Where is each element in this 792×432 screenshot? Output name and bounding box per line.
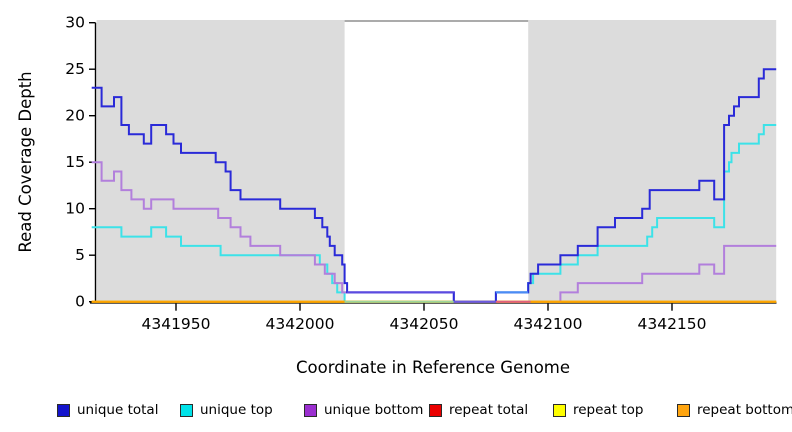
legend-item-unique-top: unique top (180, 402, 273, 418)
y-tick-label: 30 (65, 14, 85, 32)
legend-label: repeat total (449, 402, 529, 418)
y-tick-label: 25 (65, 60, 85, 78)
x-tick-label: 4341950 (141, 315, 210, 333)
legend-item-unique-total: unique total (57, 402, 158, 418)
legend-swatch-unique-total (57, 403, 70, 417)
y-tick-label: 5 (75, 246, 85, 264)
y-axis-title: Read Coverage Depth (16, 71, 35, 252)
y-tick-label: 0 (75, 293, 85, 311)
legend-label: unique bottom (324, 402, 424, 418)
x-tick-label: 4342100 (513, 315, 582, 333)
y-tick-label: 15 (65, 153, 85, 171)
legend-swatch-repeat-total (429, 403, 442, 417)
x-tick-label: 4342150 (637, 315, 706, 333)
legend-label: repeat bottom (697, 402, 792, 418)
x-tick-label: 4342050 (389, 315, 458, 333)
legend-swatch-repeat-top (553, 403, 566, 417)
legend-item-unique-bottom: unique bottom (304, 402, 423, 418)
legend-item-repeat-top: repeat top (553, 402, 643, 418)
shaded-region (528, 20, 777, 304)
y-tick-label: 10 (65, 200, 85, 218)
legend-label: unique total (77, 402, 159, 418)
legend-item-repeat-total: repeat total (429, 402, 528, 418)
legend-label: repeat top (573, 402, 644, 418)
legend-item-repeat-bottom: repeat bottom (677, 402, 792, 418)
y-tick-label: 20 (65, 107, 85, 125)
chart-legend: unique total unique top unique bottom re… (0, 399, 792, 425)
overlap-color-segments (344, 291, 531, 303)
legend-swatch-unique-bottom (304, 403, 317, 417)
series-line-unique-bottom (91, 161, 777, 303)
x-tick-label: 4342000 (265, 315, 334, 333)
legend-swatch-unique-top (180, 403, 193, 417)
coverage-chart: 0 5 10 15 20 25 30 4341950 4342000 4342050 4342100… (16, 14, 777, 377)
series-line-unique-top (91, 124, 777, 303)
shaded-regions (96, 20, 777, 304)
legend-swatch-repeat-bottom (677, 403, 690, 417)
legend-label: unique top (200, 402, 273, 418)
tick-labels: 0 5 10 15 20 25 30 4341950 4342000 4342050 4342100… (65, 14, 706, 333)
x-axis-title: Coordinate in Reference Genome (296, 358, 570, 377)
series-line-unique-total (91, 68, 777, 303)
